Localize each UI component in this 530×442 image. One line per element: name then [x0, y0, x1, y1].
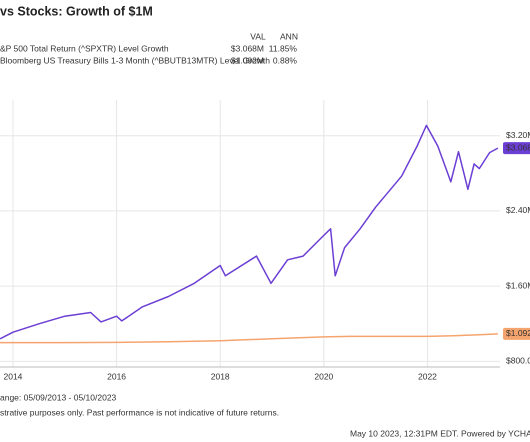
- x-tick-label: 2016: [107, 371, 126, 381]
- value-tag-label: $1.092M: [506, 328, 530, 338]
- y-tick-label: $3.20M: [506, 130, 530, 140]
- chart-title: vs Stocks: Growth of $1M: [0, 4, 153, 18]
- footer-text: May 10 2023, 12:31PM EDT. Powered by YCH…: [350, 428, 530, 438]
- legend-label: &P 500 Total Return (^SPXTR) Level Growt…: [0, 43, 169, 53]
- y-tick-label: $2.40M: [506, 205, 530, 215]
- footer-text: ange: 05/09/2013 - 05/10/2023: [0, 392, 117, 402]
- series-line: [0, 124, 499, 340]
- legend-header: ANN: [280, 31, 298, 41]
- footer-text: strative purposes only. Past performance…: [0, 407, 279, 417]
- legend-value: $1.092M: [231, 55, 264, 65]
- value-tag: [503, 327, 530, 340]
- y-tick-label: $800.00K: [506, 356, 530, 366]
- legend-ann: 11.85%: [269, 43, 298, 53]
- x-tick-label: 2018: [211, 371, 230, 381]
- value-tag: [503, 142, 530, 155]
- value-tag-label: $3.068M: [506, 142, 530, 152]
- legend-label: Bloomberg US Treasury Bills 1-3 Month (^…: [0, 55, 270, 65]
- legend-ann: 0.88%: [273, 55, 298, 65]
- y-tick-label: $1.60M: [506, 280, 530, 290]
- x-tick-label: 2022: [418, 371, 437, 381]
- legend-header: VAL: [250, 31, 266, 41]
- series-line: [0, 333, 498, 344]
- x-tick-label: 2014: [3, 371, 22, 381]
- x-tick-label: 2020: [314, 371, 333, 381]
- legend-value: $3.068M: [231, 43, 264, 53]
